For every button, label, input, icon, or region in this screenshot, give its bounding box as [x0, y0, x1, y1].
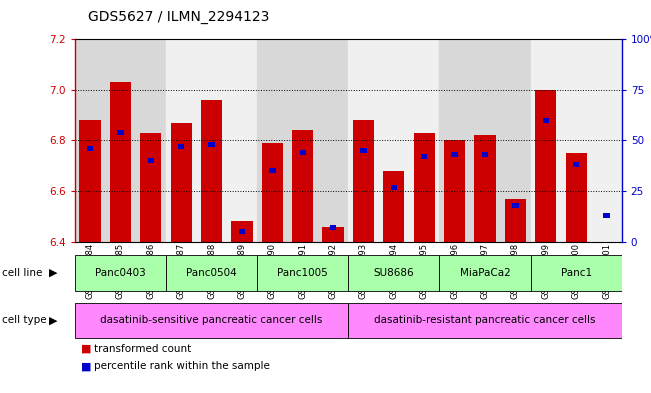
- Text: SU8686: SU8686: [374, 268, 414, 278]
- Text: Panc0403: Panc0403: [95, 268, 146, 278]
- Bar: [444, 141, 465, 242]
- Text: Panc1005: Panc1005: [277, 268, 328, 278]
- Bar: [413, 133, 435, 242]
- Bar: [75, 255, 166, 291]
- Bar: [561, 39, 591, 242]
- Bar: [75, 39, 105, 242]
- Bar: [505, 199, 526, 242]
- Bar: [269, 168, 275, 173]
- Bar: [360, 148, 367, 153]
- Bar: [439, 255, 531, 291]
- Bar: [500, 39, 531, 242]
- Bar: [110, 82, 131, 242]
- Text: Panc1: Panc1: [561, 268, 592, 278]
- Text: transformed count: transformed count: [94, 344, 191, 354]
- Bar: [383, 171, 404, 242]
- Bar: [239, 229, 245, 234]
- Bar: [379, 39, 409, 242]
- Bar: [322, 226, 344, 242]
- Bar: [531, 255, 622, 291]
- Bar: [348, 255, 439, 291]
- Text: dasatinib-resistant pancreatic cancer cells: dasatinib-resistant pancreatic cancer ce…: [374, 315, 596, 325]
- Bar: [87, 146, 93, 151]
- Bar: [117, 130, 124, 135]
- Bar: [231, 221, 253, 242]
- Bar: [105, 39, 135, 242]
- Text: MiaPaCa2: MiaPaCa2: [460, 268, 510, 278]
- Bar: [299, 150, 306, 155]
- Text: cell type: cell type: [2, 315, 47, 325]
- Bar: [573, 162, 579, 167]
- Bar: [566, 153, 587, 242]
- Bar: [439, 39, 470, 242]
- Bar: [197, 39, 227, 242]
- Bar: [409, 39, 439, 242]
- Text: ▶: ▶: [49, 315, 57, 325]
- Bar: [535, 90, 557, 242]
- Bar: [148, 158, 154, 163]
- Bar: [542, 118, 549, 123]
- Bar: [292, 130, 313, 242]
- Text: GDS5627 / ILMN_2294123: GDS5627 / ILMN_2294123: [88, 10, 270, 24]
- Bar: [391, 185, 397, 189]
- Text: ■: ■: [81, 362, 96, 371]
- Bar: [135, 39, 166, 242]
- Bar: [178, 144, 184, 149]
- Bar: [348, 39, 379, 242]
- Bar: [451, 152, 458, 157]
- Bar: [531, 39, 561, 242]
- Bar: [330, 225, 337, 230]
- Bar: [475, 136, 495, 242]
- Bar: [421, 154, 428, 159]
- Text: percentile rank within the sample: percentile rank within the sample: [94, 362, 270, 371]
- Bar: [348, 303, 622, 338]
- Bar: [257, 255, 348, 291]
- Bar: [79, 120, 101, 242]
- Bar: [353, 120, 374, 242]
- Bar: [470, 39, 500, 242]
- Bar: [166, 39, 197, 242]
- Bar: [257, 39, 288, 242]
- Bar: [201, 100, 222, 242]
- Bar: [482, 152, 488, 157]
- Bar: [318, 39, 348, 242]
- Bar: [166, 255, 257, 291]
- Bar: [171, 123, 192, 242]
- Bar: [208, 142, 215, 147]
- Text: Panc0504: Panc0504: [186, 268, 237, 278]
- Bar: [140, 133, 161, 242]
- Bar: [75, 303, 348, 338]
- Bar: [591, 39, 622, 242]
- Bar: [227, 39, 257, 242]
- Text: dasatinib-sensitive pancreatic cancer cells: dasatinib-sensitive pancreatic cancer ce…: [100, 315, 323, 325]
- Bar: [603, 213, 610, 218]
- Bar: [288, 39, 318, 242]
- Text: cell line: cell line: [2, 268, 42, 278]
- Bar: [262, 143, 283, 242]
- Bar: [512, 203, 519, 208]
- Text: ▶: ▶: [49, 268, 57, 278]
- Text: ■: ■: [81, 344, 96, 354]
